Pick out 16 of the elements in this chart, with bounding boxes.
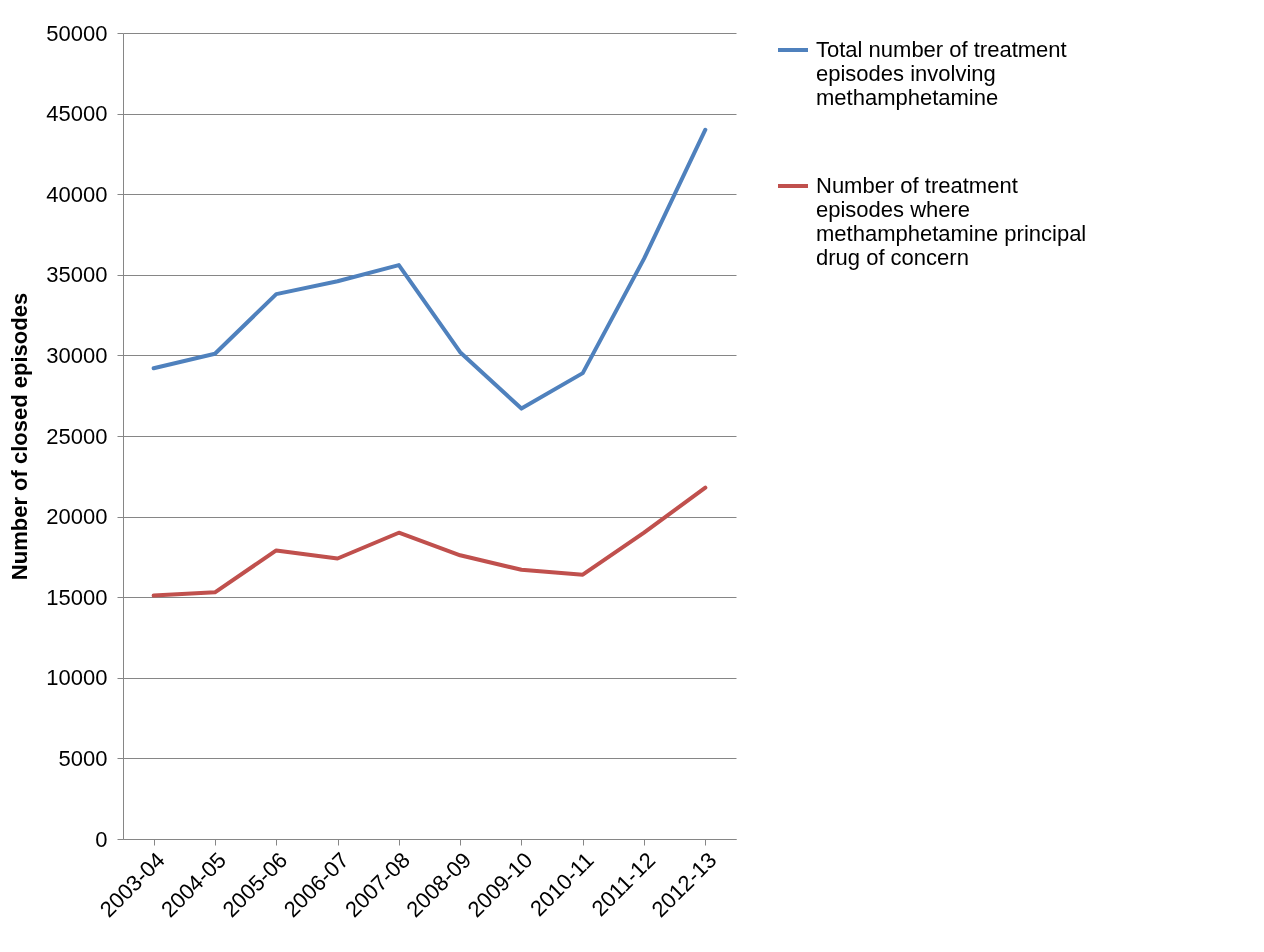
line-series	[151, 485, 708, 598]
y-tick-label: 0	[95, 826, 108, 852]
y-tick-label: 50000	[46, 20, 108, 46]
line-series	[151, 127, 708, 411]
y-tick-label: 30000	[46, 342, 108, 368]
y-axis-title: Number of closed episodes	[7, 292, 33, 581]
y-tick-label: 45000	[46, 101, 108, 127]
y-tick-label: 5000	[58, 745, 108, 771]
y-tick-label: 10000	[46, 665, 108, 691]
legend-label: Total number of treatment episodes involving methamphetamine	[816, 37, 1067, 110]
y-tick-label: 40000	[46, 181, 108, 207]
y-tick-label: 15000	[46, 584, 108, 610]
y-tick-label: 20000	[46, 504, 108, 530]
y-tick-label: 35000	[46, 262, 108, 288]
y-tick-label: 25000	[46, 423, 108, 449]
legend-label: Number of treatment episodes where methamphetamine principal drug of concern	[816, 173, 1087, 270]
